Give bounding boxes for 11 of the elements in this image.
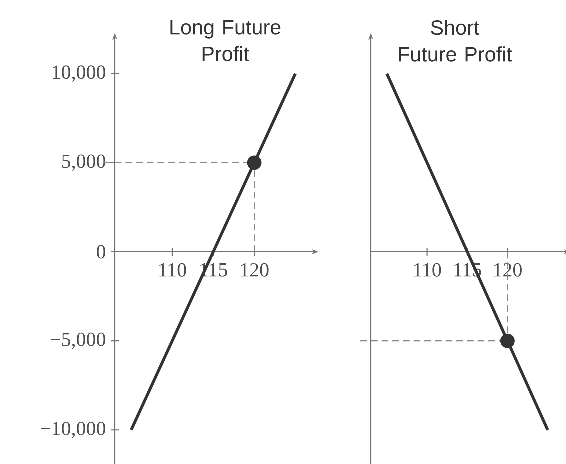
y-tick-label: 5,000: [62, 154, 106, 172]
x-tick-label: 120: [241, 263, 269, 277]
x-tick-label: 120: [494, 263, 522, 277]
chart-title: Short Future Profit: [399, 20, 512, 62]
y-tick-label: −5,000: [51, 332, 106, 350]
y-tick-label: 0: [97, 245, 106, 259]
chart-title: Long Future Profit: [170, 20, 281, 62]
x-tick-label: 110: [414, 263, 442, 277]
y-tick-label: 10,000: [53, 66, 106, 82]
y-tick-label: −10,000: [41, 422, 106, 438]
x-tick-label: 110: [160, 263, 186, 277]
